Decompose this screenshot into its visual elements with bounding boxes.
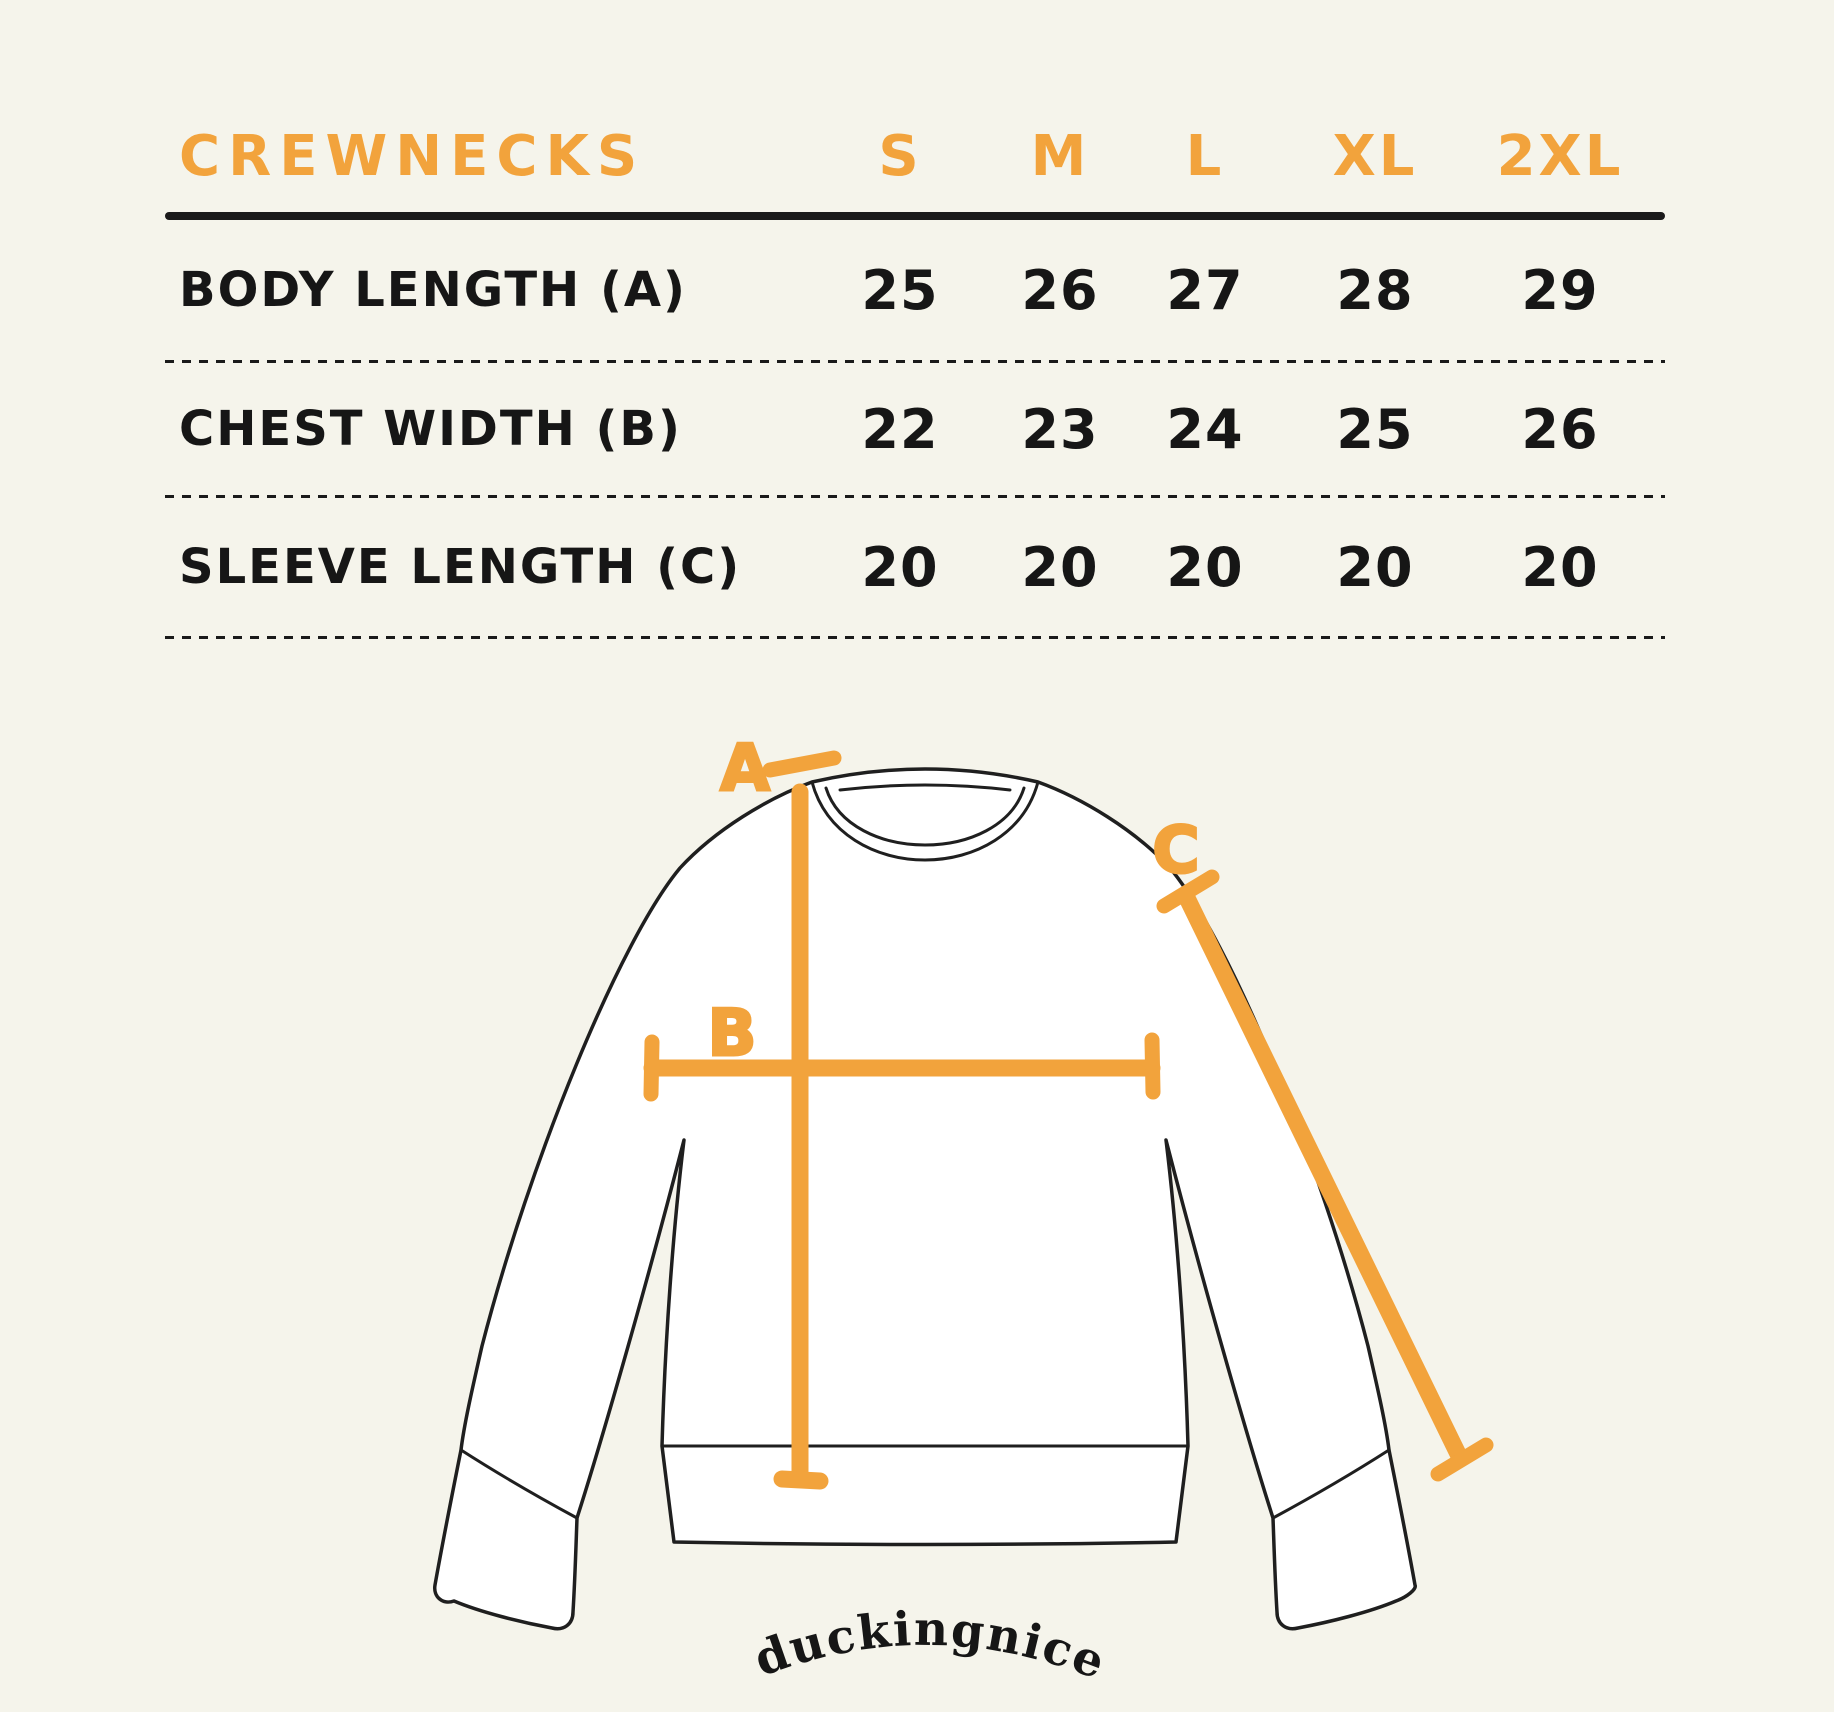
measure-a-top-cap [762, 750, 842, 778]
size-table: CREWNECKS S M L XL 2XL BODY LENGTH (A) 2… [165, 100, 1665, 639]
measurement-marks: A B C [643, 731, 1494, 1490]
size-header-xl: XL [1332, 123, 1418, 189]
row-divider [165, 360, 1665, 363]
right-cuff-seam [1271, 1448, 1391, 1520]
body-length-2xl: 29 [1521, 258, 1599, 322]
collar-outer-arc [810, 780, 1040, 862]
size-header-m: M [1030, 123, 1090, 189]
table-header-row: CREWNECKS S M L XL 2XL [165, 100, 1665, 212]
sleeve-length-m: 20 [1021, 535, 1099, 599]
row-divider [165, 495, 1665, 498]
sleeve-length-s: 20 [861, 535, 939, 599]
table-row-sleeve-length: SLEEVE LENGTH (C) 20 20 20 20 20 [165, 498, 1665, 636]
measure-a-bottom-cap [773, 1470, 829, 1490]
measure-c-bottom-cap [1430, 1437, 1494, 1482]
size-header-l: L [1185, 123, 1225, 189]
crewneck-illustration [433, 767, 1417, 1631]
brand-wordmark-text: duckingnice [747, 1602, 1111, 1691]
sleeve-length-xl: 20 [1336, 535, 1414, 599]
brand-logo: duckingnice [747, 1602, 1113, 1691]
chest-width-xl: 25 [1336, 397, 1414, 461]
chest-width-2xl: 26 [1521, 397, 1599, 461]
row-label-chest-width: CHEST WIDTH (B) [179, 401, 682, 457]
body-length-m: 26 [1021, 258, 1099, 322]
body-length-s: 25 [861, 258, 939, 322]
measure-label-a: A [720, 732, 770, 806]
table-title: CREWNECKS [179, 123, 646, 189]
row-label-body-length: BODY LENGTH (A) [179, 262, 687, 318]
crewneck-measurement-diagram: A B C [433, 731, 1494, 1631]
size-header-2xl: 2XL [1496, 123, 1624, 189]
chest-width-s: 22 [861, 397, 939, 461]
collar-inner-arc [824, 786, 1026, 847]
measure-label-c: C [1153, 814, 1200, 888]
left-cuff-seam [459, 1448, 579, 1520]
measure-b-left-cap [643, 1034, 660, 1102]
chest-width-m: 23 [1021, 397, 1099, 461]
table-row-chest-width: CHEST WIDTH (B) 22 23 24 25 26 [165, 363, 1665, 495]
row-label-sleeve-length: SLEEVE LENGTH (C) [179, 539, 742, 595]
brand-wordmark: duckingnice [747, 1602, 1113, 1691]
size-header-s: S [878, 123, 922, 189]
measure-c-top-cap [1156, 869, 1220, 914]
row-divider [165, 636, 1665, 639]
chest-width-l: 24 [1166, 397, 1244, 461]
measure-b-right-cap [1144, 1032, 1161, 1100]
sleeve-length-l: 20 [1166, 535, 1244, 599]
table-row-body-length: BODY LENGTH (A) 25 26 27 28 29 [165, 220, 1665, 360]
header-rule [165, 212, 1665, 220]
measure-c-line [1178, 889, 1469, 1467]
sleeve-length-2xl: 20 [1521, 535, 1599, 599]
body-length-xl: 28 [1336, 258, 1414, 322]
crewneck-body-outline [433, 767, 1417, 1631]
measure-label-b: B [708, 997, 757, 1071]
body-length-l: 27 [1166, 258, 1244, 322]
back-neck-line [838, 783, 1012, 792]
